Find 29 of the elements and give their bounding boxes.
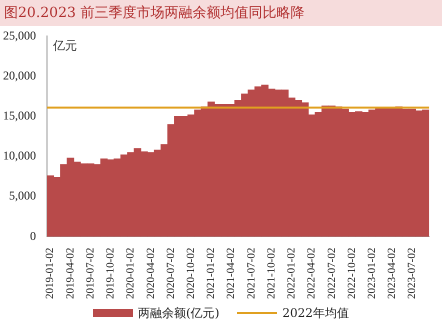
- y-tick-label: 20,000: [3, 68, 36, 82]
- x-tick-label: 2022-01-02: [286, 248, 298, 299]
- x-tick-label: 2020-01-02: [124, 248, 137, 299]
- x-tick-label: 2019-01-02: [44, 248, 56, 299]
- x-tick-label: 2019-07-02: [84, 248, 96, 299]
- x-tick-label: 2023-04-02: [386, 248, 398, 299]
- x-tick-label: 2022-04-02: [306, 248, 318, 299]
- x-tick-label: 2022-07-02: [326, 248, 338, 299]
- y-tick-label: 5,000: [9, 188, 36, 203]
- x-tick-label: 2021-01-02: [205, 248, 218, 299]
- x-tick-label: 2021-10-02: [265, 248, 278, 299]
- y-tick-label: 25,000: [3, 28, 36, 42]
- chart-title: 图20.2023 前三季度市场两融余额均值同比略降: [0, 0, 442, 26]
- x-tick-label: 2019-04-02: [64, 248, 76, 299]
- x-tick-label: 2021-04-02: [225, 248, 238, 299]
- x-tick-label: 2019-10-02: [104, 248, 117, 299]
- x-tick-label: 2022-10-02: [346, 248, 358, 299]
- x-tick-label: 2023-01-02: [366, 248, 378, 299]
- y-tick-label: 10,000: [3, 148, 36, 163]
- x-tick-label: 2020-04-02: [144, 248, 157, 299]
- x-tick-label: 2020-10-02: [185, 248, 197, 299]
- legend-label: 两融余额(亿元): [138, 304, 220, 322]
- x-tick-label: 2020-07-02: [164, 248, 177, 299]
- y-tick-label: 15,000: [3, 108, 36, 123]
- x-tick-label: 2023-07-02: [406, 248, 418, 299]
- y-tick-label: 0: [30, 228, 36, 243]
- x-tick-label: 2021-07-02: [245, 248, 258, 299]
- y-axis-title: 亿元: [52, 38, 77, 52]
- legend-label: 2022年均值: [282, 304, 349, 322]
